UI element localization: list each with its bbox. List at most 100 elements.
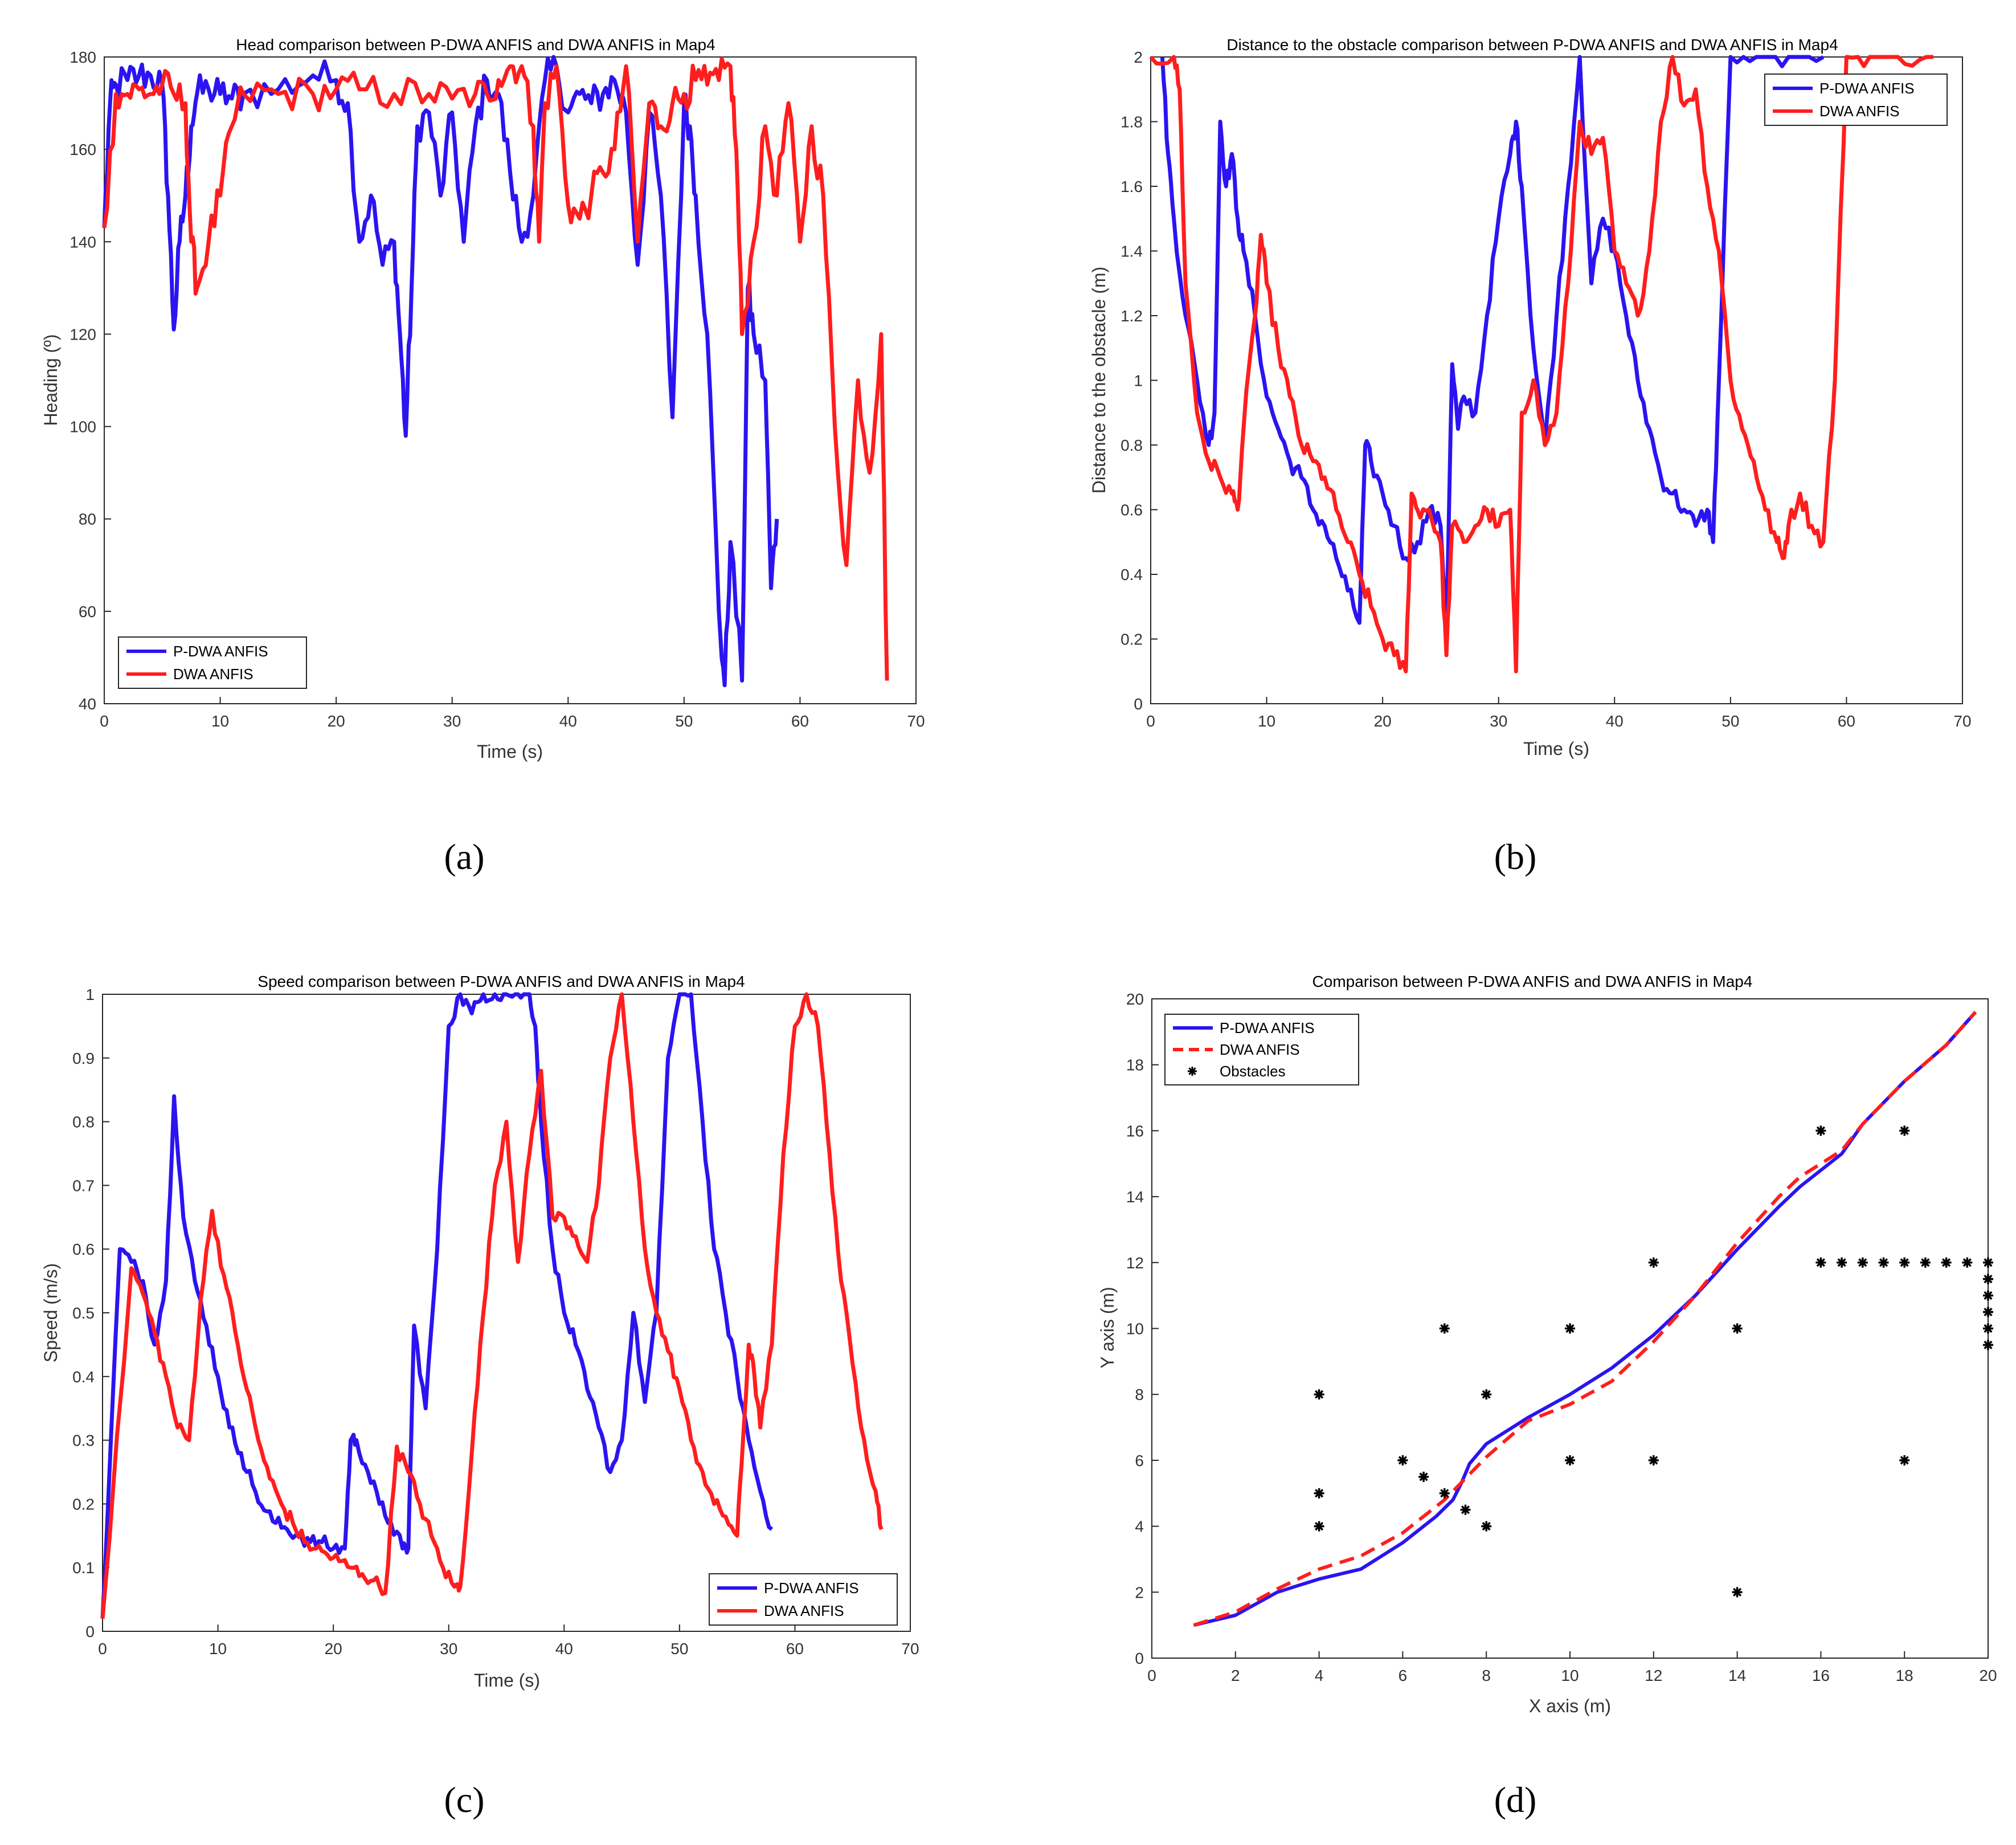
legend-label: P-DWA ANFIS — [1220, 1019, 1315, 1036]
panel-a-caption: (a) — [444, 836, 484, 877]
x-tick-label: 16 — [1812, 1667, 1830, 1684]
x-tick-label: 4 — [1315, 1667, 1324, 1684]
obstacle-marker — [1314, 1389, 1324, 1400]
obstacle-marker — [1397, 1455, 1408, 1466]
y-tick-label: 0 — [1135, 1650, 1144, 1667]
panel-d-y-ticks: 0 2 4 6 8 10 12 14 16 18 20 — [1126, 990, 1159, 1667]
panel-c-title: Speed comparison between P-DWA ANFIS and… — [257, 973, 745, 990]
x-tick-label: 50 — [670, 1640, 688, 1658]
obstacle-marker — [1920, 1257, 1931, 1268]
obstacle-marker — [1983, 1340, 1993, 1350]
y-tick-label: 1.4 — [1121, 243, 1143, 260]
panel-c-x-ticks: 0 10 20 30 40 50 60 70 — [98, 1624, 919, 1658]
y-tick-label: 8 — [1135, 1386, 1144, 1403]
panel-d-legend: P-DWA ANFIS DWA ANFIS Obstacles — [1164, 1014, 1359, 1085]
obstacle-marker — [1983, 1307, 1993, 1317]
obstacle-marker — [1941, 1257, 1952, 1268]
panel-b-legend: P-DWA ANFIS DWA ANFIS — [1764, 74, 1948, 126]
y-tick-label: 1 — [85, 986, 95, 1003]
y-tick-label: 80 — [79, 511, 96, 528]
x-tick-label: 50 — [1721, 712, 1739, 730]
obstacle-marker — [1418, 1471, 1429, 1482]
obstacle-marker — [1815, 1125, 1826, 1136]
x-tick-label: 10 — [1561, 1667, 1579, 1684]
legend-box — [1764, 74, 1948, 126]
y-tick-label: 0.6 — [72, 1240, 95, 1258]
y-tick-label: 0 — [1134, 695, 1143, 713]
y-tick-label: 12 — [1126, 1254, 1144, 1272]
obstacle-marker — [1732, 1587, 1743, 1598]
panel-d-series — [1193, 1011, 1993, 1627]
series-line-p-dwa-anfis — [1193, 1011, 1977, 1627]
panel-c-series — [100, 992, 884, 1619]
obstacle-marker — [1565, 1323, 1575, 1334]
y-tick-label: 0.6 — [1121, 501, 1143, 519]
x-tick-label: 50 — [675, 712, 693, 730]
x-tick-label: 0 — [98, 1640, 107, 1658]
obstacle-marker — [1460, 1504, 1471, 1515]
obstacle-marker — [1983, 1323, 1993, 1334]
panel-d-caption: (d) — [1494, 1779, 1537, 1820]
obstacle-marker — [1439, 1488, 1450, 1499]
panel-b-ylabel: Distance to the obstacle (m) — [1089, 267, 1109, 493]
x-tick-label: 30 — [1490, 712, 1507, 730]
legend-label: P-DWA ANFIS — [1819, 80, 1915, 97]
legend-label: DWA ANFIS — [1819, 103, 1900, 120]
panel-c-caption: (c) — [444, 1779, 484, 1820]
y-tick-label: 0.4 — [1121, 566, 1143, 583]
legend-label: Obstacles — [1220, 1063, 1286, 1080]
x-tick-label: 0 — [100, 712, 109, 730]
panel-b-title: Distance to the obstacle comparison betw… — [1226, 36, 1838, 54]
panel-d-title: Comparison between P-DWA ANFIS and DWA A… — [1312, 973, 1753, 990]
panel-a-title: Head comparison between P-DWA ANFIS and … — [236, 36, 715, 54]
x-tick-label: 20 — [325, 1640, 342, 1658]
obstacle-marker — [1899, 1257, 1910, 1268]
y-tick-label: 1.6 — [1121, 178, 1143, 195]
panel-c-legend: P-DWA ANFIS DWA ANFIS — [709, 1573, 898, 1626]
obstacle-marker — [1565, 1455, 1575, 1466]
x-tick-label: 70 — [901, 1640, 919, 1658]
obstacle-marker — [1815, 1257, 1826, 1268]
panel-d-x-ticks: 0 2 4 6 8 10 12 14 16 18 20 — [1147, 1651, 1997, 1684]
x-tick-label: 70 — [907, 712, 925, 730]
obstacle-marker — [1983, 1257, 1993, 1268]
panel-d: Comparison between P-DWA ANFIS and DWA A… — [1097, 973, 1997, 1820]
legend-box — [709, 1573, 898, 1626]
panel-b-caption: (b) — [1494, 836, 1537, 877]
panel-c-xlabel: Time (s) — [474, 1670, 540, 1691]
y-tick-label: 14 — [1126, 1188, 1144, 1206]
y-tick-label: 1.2 — [1121, 307, 1143, 325]
y-tick-label: 0.2 — [72, 1495, 95, 1513]
y-tick-label: 1 — [1134, 372, 1143, 390]
legend-label: DWA ANFIS — [173, 666, 253, 683]
obstacle-marker — [1983, 1273, 1993, 1284]
x-tick-label: 40 — [1606, 712, 1624, 730]
y-tick-label: 0.2 — [1121, 631, 1143, 648]
y-tick-label: 0.8 — [72, 1113, 95, 1131]
panel-b-series — [1149, 55, 1934, 673]
x-tick-label: 10 — [209, 1640, 227, 1658]
panel-a-y-ticks: 40 60 80 100 120 140 160 180 — [69, 48, 111, 713]
y-tick-label: 0.4 — [72, 1368, 95, 1386]
series-line-p-dwa-anfis — [1160, 55, 1825, 625]
panel-a: Head comparison between P-DWA ANFIS and … — [40, 36, 925, 877]
y-tick-label: 0.3 — [72, 1432, 95, 1450]
panel-c-plot-area — [102, 994, 911, 1632]
x-tick-label: 40 — [559, 712, 577, 730]
y-tick-label: 180 — [69, 48, 96, 66]
panel-a-xlabel: Time (s) — [477, 741, 543, 762]
y-tick-label: 0.7 — [72, 1177, 95, 1194]
y-tick-label: 40 — [79, 695, 96, 713]
x-tick-label: 12 — [1645, 1667, 1662, 1684]
series-line-dwa-anfis — [1193, 1011, 1977, 1627]
obstacle-marker — [1481, 1389, 1492, 1400]
obstacle-marker — [1962, 1257, 1973, 1268]
x-tick-label: 30 — [440, 1640, 457, 1658]
legend-label: DWA ANFIS — [764, 1602, 844, 1619]
y-tick-label: 6 — [1135, 1452, 1144, 1470]
panel-b-xlabel: Time (s) — [1523, 738, 1589, 759]
x-tick-label: 2 — [1231, 1667, 1240, 1684]
y-tick-label: 18 — [1126, 1056, 1144, 1074]
legend-label: P-DWA ANFIS — [173, 643, 268, 660]
